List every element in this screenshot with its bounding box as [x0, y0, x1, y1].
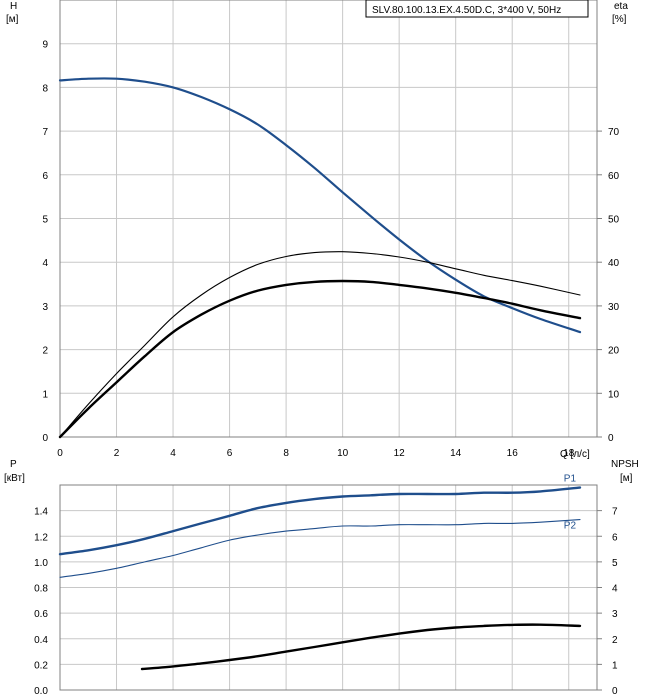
flow-axis-label: Q [л/с]: [560, 449, 590, 460]
npsh-tick-label: 4: [612, 584, 618, 595]
npsh-curve: [140, 623, 582, 671]
flow-tick-label: 12: [394, 448, 406, 459]
npsh-y-tick-labels: 0 1 2 3 4 5 6 7: [612, 507, 618, 697]
flow-tick-label: 10: [337, 448, 349, 459]
head-tick-label: 0: [42, 433, 48, 444]
head-tick-label: 3: [42, 302, 48, 313]
npsh-tick-label: 3: [612, 609, 618, 620]
npsh-tick-label: 6: [612, 532, 618, 543]
head-plot-frame: [59, 0, 598, 438]
pump-title: SLV.80.100.13.EX.4.50D.C, 3*400 V, 50Hz: [372, 5, 561, 16]
npsh-tick-label: 1: [612, 660, 618, 671]
power-p2-curve: [59, 519, 581, 578]
series-label-p2: P2: [564, 521, 577, 532]
power-p1-curve: [58, 486, 582, 556]
power-tick-label: 0.8: [34, 584, 48, 595]
head-axis-label: H: [10, 1, 17, 12]
head-tick-label: 7: [42, 127, 48, 138]
npsh-tick-label: 5: [612, 558, 618, 569]
eta-axis-label: eta: [614, 1, 628, 12]
eta-tick-label: 50: [608, 215, 620, 226]
power-npsh-series: P1 P2: [58, 474, 582, 671]
npsh-axis-unit: [м]: [620, 473, 633, 484]
power-tick-label: 1.2: [34, 532, 48, 543]
flow-tick-label: 14: [450, 448, 462, 459]
power-axis-label: P: [10, 459, 17, 470]
head-tick-label: 1: [42, 389, 48, 400]
flow-tick-label: 16: [507, 448, 519, 459]
power-npsh-panel: 0.0 0.2 0.4 0.6 0.8 1.0 1.2 1.4 0 1 2 3 4 5 6 7 P1 P2 P…: [4, 459, 639, 697]
head-curve: [58, 77, 582, 334]
head-x-tick-labels: 0 2 4 6 8 10 12 14 16 18: [57, 448, 575, 459]
efficiency-curve-thick: [58, 279, 582, 439]
flow-tick-label: 0: [57, 448, 63, 459]
flow-tick-label: 6: [227, 448, 233, 459]
pump-title-box: [365, 0, 589, 18]
flow-tick-label: 8: [283, 448, 289, 459]
head-grid: [60, 0, 602, 438]
head-tick-label: 2: [42, 346, 48, 357]
head-tick-label: 8: [42, 83, 48, 94]
npsh-tick-label: 2: [612, 635, 618, 646]
eta-tick-label: 30: [608, 302, 620, 313]
efficiency-curve-thin: [59, 251, 581, 438]
power-tick-label: 0.2: [34, 660, 48, 671]
eta-tick-label: 10: [608, 389, 620, 400]
power-axis-unit: [кВт]: [4, 473, 25, 484]
head-tick-label: 9: [42, 40, 48, 51]
head-y-tick-labels: 0 1 2 3 4 5 6 7 8 9: [42, 40, 48, 444]
flow-tick-label: 2: [114, 448, 120, 459]
npsh-axis-label: NPSH: [611, 459, 639, 470]
head-axis-unit: [м]: [6, 14, 19, 25]
head-tick-label: 4: [42, 258, 48, 269]
npsh-tick-label: 7: [612, 507, 618, 518]
eta-tick-label: 0: [608, 433, 614, 444]
eta-tick-label: 40: [608, 258, 620, 269]
flow-tick-label: 18: [563, 448, 575, 459]
eta-tick-label: 20: [608, 346, 620, 357]
eta-tick-label: 60: [608, 171, 620, 182]
power-tick-label: 0.4: [34, 635, 48, 646]
npsh-tick-label: 0: [612, 686, 618, 697]
eta-tick-label: 70: [608, 127, 620, 138]
power-plot-frame: [59, 484, 598, 691]
series-label-p1: P1: [564, 474, 577, 485]
power-tick-label: 1.0: [34, 558, 48, 569]
eta-axis-unit: [%]: [612, 14, 627, 25]
power-tick-label: 1.4: [34, 507, 48, 518]
power-grid: [60, 485, 602, 691]
head-eta-series: [58, 77, 582, 439]
power-tick-label: 0.0: [34, 686, 48, 697]
head-tick-label: 5: [42, 215, 48, 226]
head-tick-label: 6: [42, 171, 48, 182]
flow-tick-label: 4: [170, 448, 176, 459]
power-tick-label: 0.6: [34, 609, 48, 620]
eta-y-tick-labels: 0 10 20 30 40 50 60 70: [608, 127, 620, 444]
power-y-tick-labels: 0.0 0.2 0.4 0.6 0.8 1.0 1.2 1.4: [34, 507, 48, 697]
